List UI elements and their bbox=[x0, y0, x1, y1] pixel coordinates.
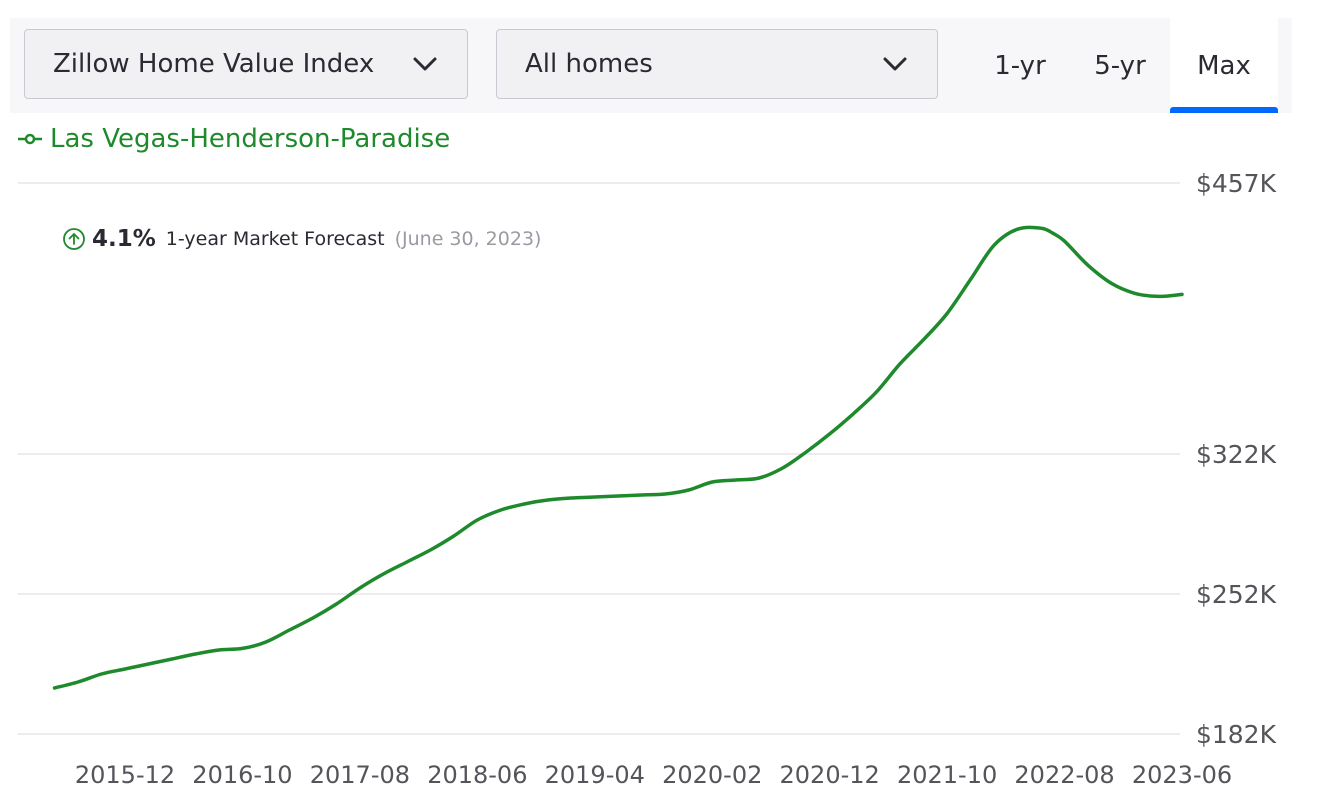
tab-max[interactable]: Max bbox=[1170, 18, 1278, 113]
x-tick-label: 2019-04 bbox=[545, 761, 645, 789]
tab-1-yr[interactable]: 1-yr bbox=[975, 18, 1065, 113]
y-tick-label: $182K bbox=[1196, 720, 1277, 749]
chart-legend: Las Vegas-Henderson-Paradise bbox=[18, 124, 450, 154]
home-type-select-value: All homes bbox=[525, 49, 653, 79]
tab-5-yr-label: 5-yr bbox=[1094, 50, 1146, 81]
x-tick-label: 2020-12 bbox=[780, 761, 880, 789]
metric-select[interactable]: Zillow Home Value Index bbox=[24, 29, 468, 99]
forecast-date: (June 30, 2023) bbox=[394, 228, 542, 250]
tab-5-yr[interactable]: 5-yr bbox=[1075, 18, 1165, 113]
chart-toolbar: Zillow Home Value Index All homes 1-yr 5… bbox=[10, 18, 1292, 113]
tab-1-yr-label: 1-yr bbox=[994, 50, 1046, 81]
y-tick-label: $252K bbox=[1196, 580, 1277, 609]
metric-select-value: Zillow Home Value Index bbox=[53, 49, 375, 79]
chevron-down-icon bbox=[883, 57, 907, 71]
x-tick-label: 2016-10 bbox=[192, 761, 292, 789]
legend-line-marker-icon bbox=[18, 133, 42, 145]
x-tick-label: 2021-10 bbox=[897, 761, 997, 789]
home-type-select[interactable]: All homes bbox=[496, 29, 938, 99]
market-forecast: 4.1% 1-year Market Forecast (June 30, 20… bbox=[62, 226, 541, 252]
x-tick-label: 2020-02 bbox=[662, 761, 762, 789]
y-tick-label: $322K bbox=[1196, 440, 1277, 469]
chevron-down-icon bbox=[413, 57, 437, 71]
forecast-label: 1-year Market Forecast bbox=[165, 228, 385, 250]
tab-max-label: Max bbox=[1197, 50, 1251, 81]
x-tick-label: 2017-08 bbox=[310, 761, 410, 789]
forecast-percent: 4.1% bbox=[92, 226, 156, 252]
arrow-up-circle-icon bbox=[63, 228, 85, 250]
series-line bbox=[52, 225, 1184, 690]
x-tick-label: 2015-12 bbox=[75, 761, 175, 789]
x-tick-label: 2018-06 bbox=[427, 761, 527, 789]
legend-series-name: Las Vegas-Henderson-Paradise bbox=[50, 124, 451, 154]
y-tick-label: $457K bbox=[1196, 169, 1277, 198]
x-tick-label: 2023-06 bbox=[1132, 761, 1232, 789]
tab-selected-indicator bbox=[1170, 107, 1278, 113]
x-tick-label: 2022-08 bbox=[1014, 761, 1114, 789]
